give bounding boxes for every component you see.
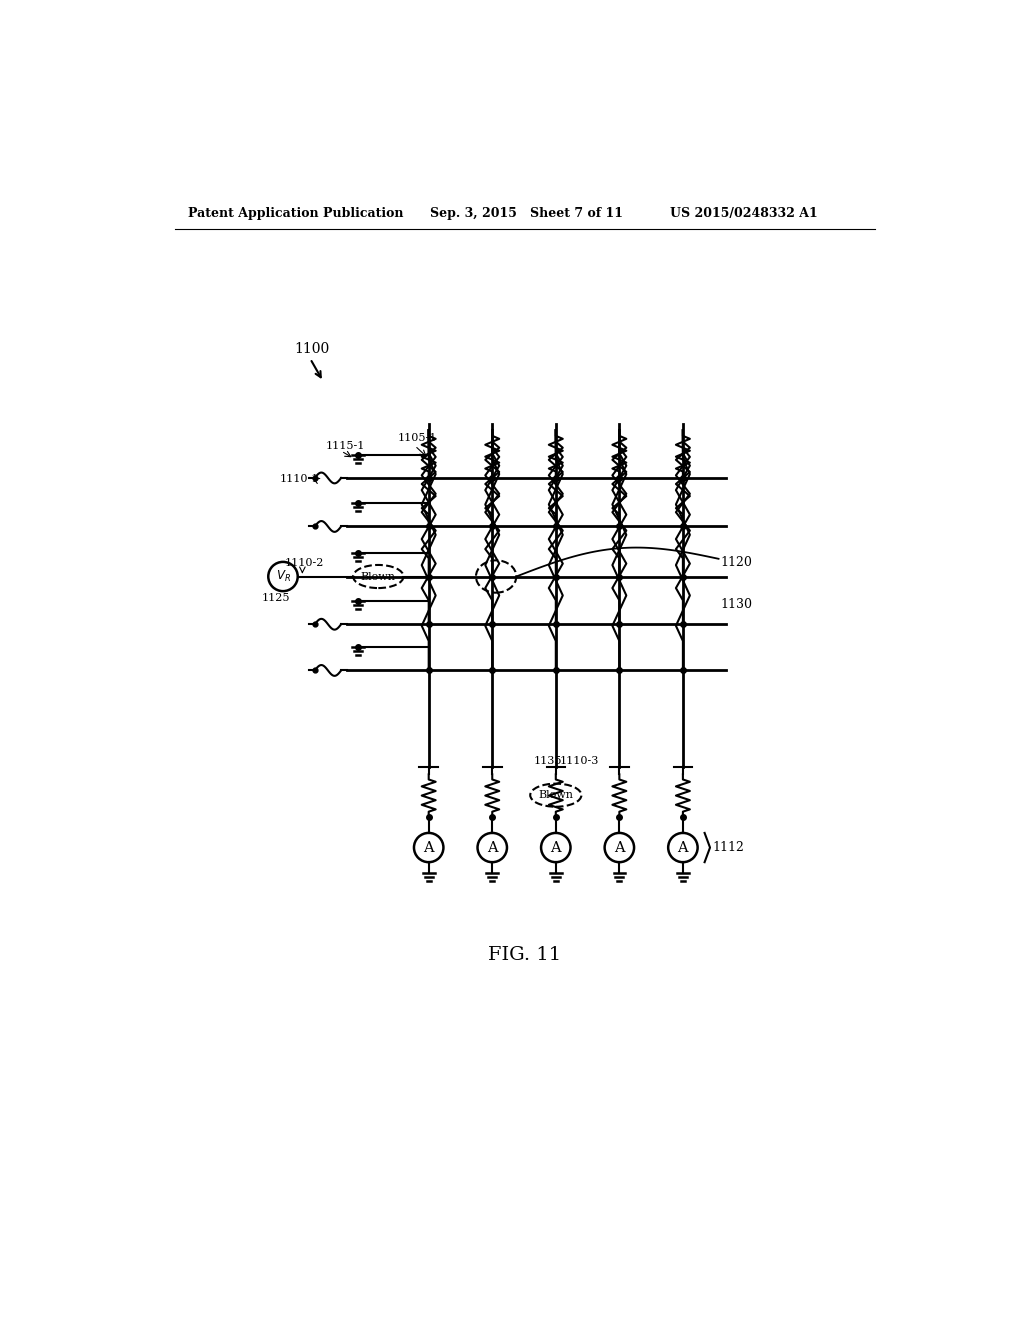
Text: Patent Application Publication: Patent Application Publication	[188, 207, 403, 220]
Text: A: A	[423, 841, 434, 854]
Text: 1112: 1112	[713, 841, 744, 854]
Text: 1115-1: 1115-1	[326, 441, 365, 450]
Circle shape	[414, 833, 443, 862]
Text: 1125: 1125	[261, 593, 290, 603]
Text: 1110-3: 1110-3	[560, 755, 599, 766]
Circle shape	[541, 833, 570, 862]
Circle shape	[669, 833, 697, 862]
Text: Blown: Blown	[360, 572, 396, 582]
Circle shape	[268, 562, 298, 591]
Circle shape	[604, 833, 634, 862]
Text: A: A	[551, 841, 561, 854]
Text: A: A	[614, 841, 625, 854]
Text: 1110-2: 1110-2	[285, 557, 324, 568]
Text: A: A	[487, 841, 498, 854]
Text: 1120: 1120	[720, 556, 752, 569]
Circle shape	[477, 833, 507, 862]
Text: A: A	[678, 841, 688, 854]
Text: 1100: 1100	[295, 342, 330, 356]
Text: $V_R$: $V_R$	[275, 569, 291, 583]
Ellipse shape	[530, 784, 582, 807]
Ellipse shape	[353, 565, 403, 589]
Text: 1130: 1130	[720, 598, 752, 611]
Text: 1105-1: 1105-1	[397, 433, 437, 444]
Text: Blown: Blown	[539, 791, 573, 800]
Text: FIG. 11: FIG. 11	[488, 946, 561, 965]
Text: 1135: 1135	[535, 755, 562, 766]
Text: 1110-1: 1110-1	[280, 474, 319, 484]
Text: Sep. 3, 2015   Sheet 7 of 11: Sep. 3, 2015 Sheet 7 of 11	[430, 207, 624, 220]
Text: US 2015/0248332 A1: US 2015/0248332 A1	[671, 207, 818, 220]
